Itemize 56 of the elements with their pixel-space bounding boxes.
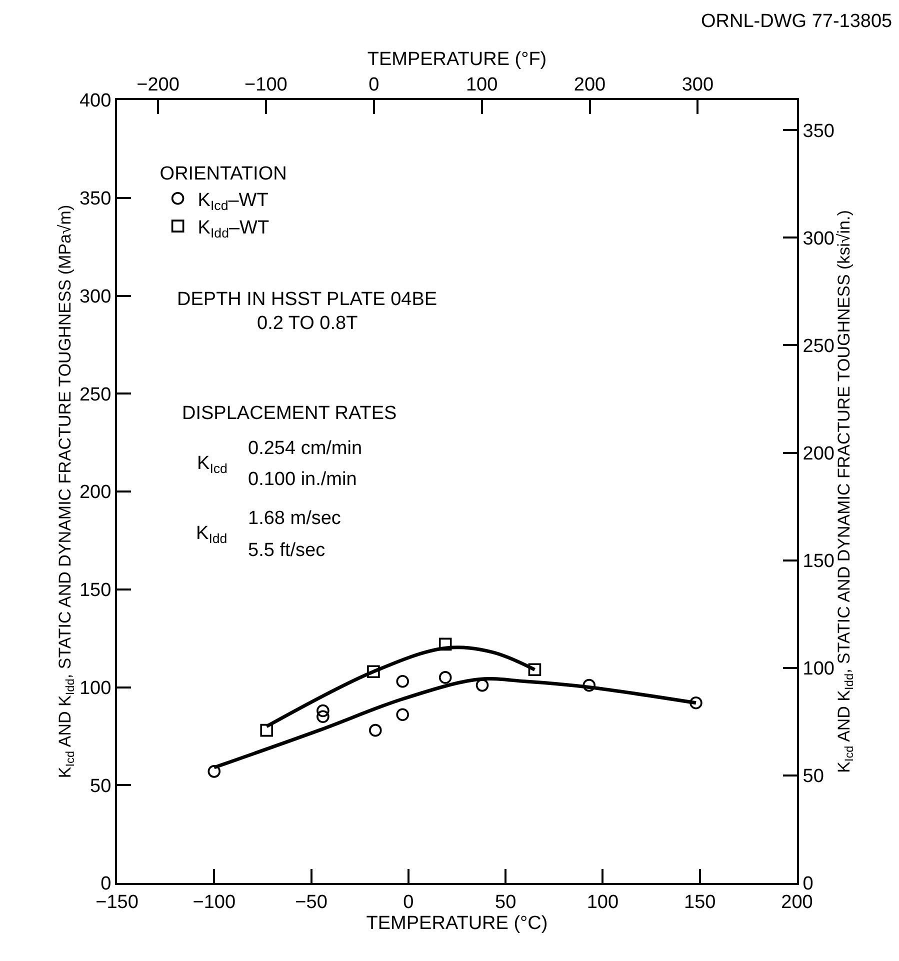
y2-tick-label: 200 xyxy=(802,443,835,464)
x2-tick-label: 300 xyxy=(682,74,714,96)
x-tick-label: −50 xyxy=(295,892,328,913)
y2-tick-label: 50 xyxy=(802,766,824,788)
y-tick-label: 100 xyxy=(79,678,112,699)
x2-tick-label: −200 xyxy=(136,74,180,96)
x2-axis-title: TEMPERATURE (°F) xyxy=(367,48,547,70)
x2-tick-label: 0 xyxy=(368,74,380,96)
x-tick-label: 150 xyxy=(684,892,716,913)
point xyxy=(528,663,542,676)
x-tick-label: 50 xyxy=(495,892,516,913)
annotation: 5.5 ft/sec xyxy=(248,540,326,561)
text: ORNL-DWG 77-13805 xyxy=(701,11,892,32)
point xyxy=(367,665,380,678)
y2-tick-label: 350 xyxy=(802,120,835,142)
y-tick-label: 300 xyxy=(79,286,112,308)
y-tick-label: 350 xyxy=(79,188,112,210)
x2-tick-label: −100 xyxy=(244,74,288,96)
annotation: 0.100 in./min xyxy=(248,469,357,490)
y2-tick-label: 100 xyxy=(802,658,835,680)
point xyxy=(438,638,452,651)
legend-label: K$_{Icd}$–WT xyxy=(198,190,269,213)
annotation: 0.2 TO 0.8T xyxy=(257,313,358,334)
annotation: 0.254 cm/min xyxy=(248,438,362,459)
point xyxy=(476,678,489,692)
x-tick-label: 0 xyxy=(403,892,414,913)
y-tick-label: 200 xyxy=(79,482,112,504)
point xyxy=(582,678,596,692)
legend-label: K$_{Idd}$–WT xyxy=(198,217,270,240)
point xyxy=(208,765,221,778)
point xyxy=(438,671,452,684)
x-tick-label: 100 xyxy=(586,892,619,913)
point xyxy=(316,710,330,724)
x-axis-title: TEMPERATURE (°C) xyxy=(366,913,548,934)
y-tick-label: 150 xyxy=(79,580,112,602)
y-tick-label: 50 xyxy=(90,776,112,797)
point xyxy=(690,696,702,710)
point xyxy=(396,708,409,722)
x2-tick-label: 200 xyxy=(574,74,606,96)
point xyxy=(369,724,382,737)
annotation: K$_{Icd}$ xyxy=(197,453,228,476)
y-tick-label: 250 xyxy=(79,384,112,406)
annotation: 1.68 m/sec xyxy=(248,508,341,529)
annotation: DISPLACEMENT RATES xyxy=(182,403,397,424)
annotation: DEPTH IN HSST PLATE 04BE xyxy=(177,289,438,310)
y-tick-label: 400 xyxy=(79,90,112,112)
point xyxy=(316,704,330,718)
point xyxy=(260,724,273,737)
point xyxy=(396,674,409,688)
x-tick-label: −100 xyxy=(192,892,236,913)
y2-tick-label: 150 xyxy=(802,550,835,572)
annotation: K$_{Idd}$ xyxy=(196,523,228,546)
x2-tick-label: 100 xyxy=(466,74,498,96)
y2-tick-label: 300 xyxy=(802,228,835,250)
legend-title: ORIENTATION xyxy=(160,164,287,185)
y2-tick-label: 250 xyxy=(802,336,835,357)
